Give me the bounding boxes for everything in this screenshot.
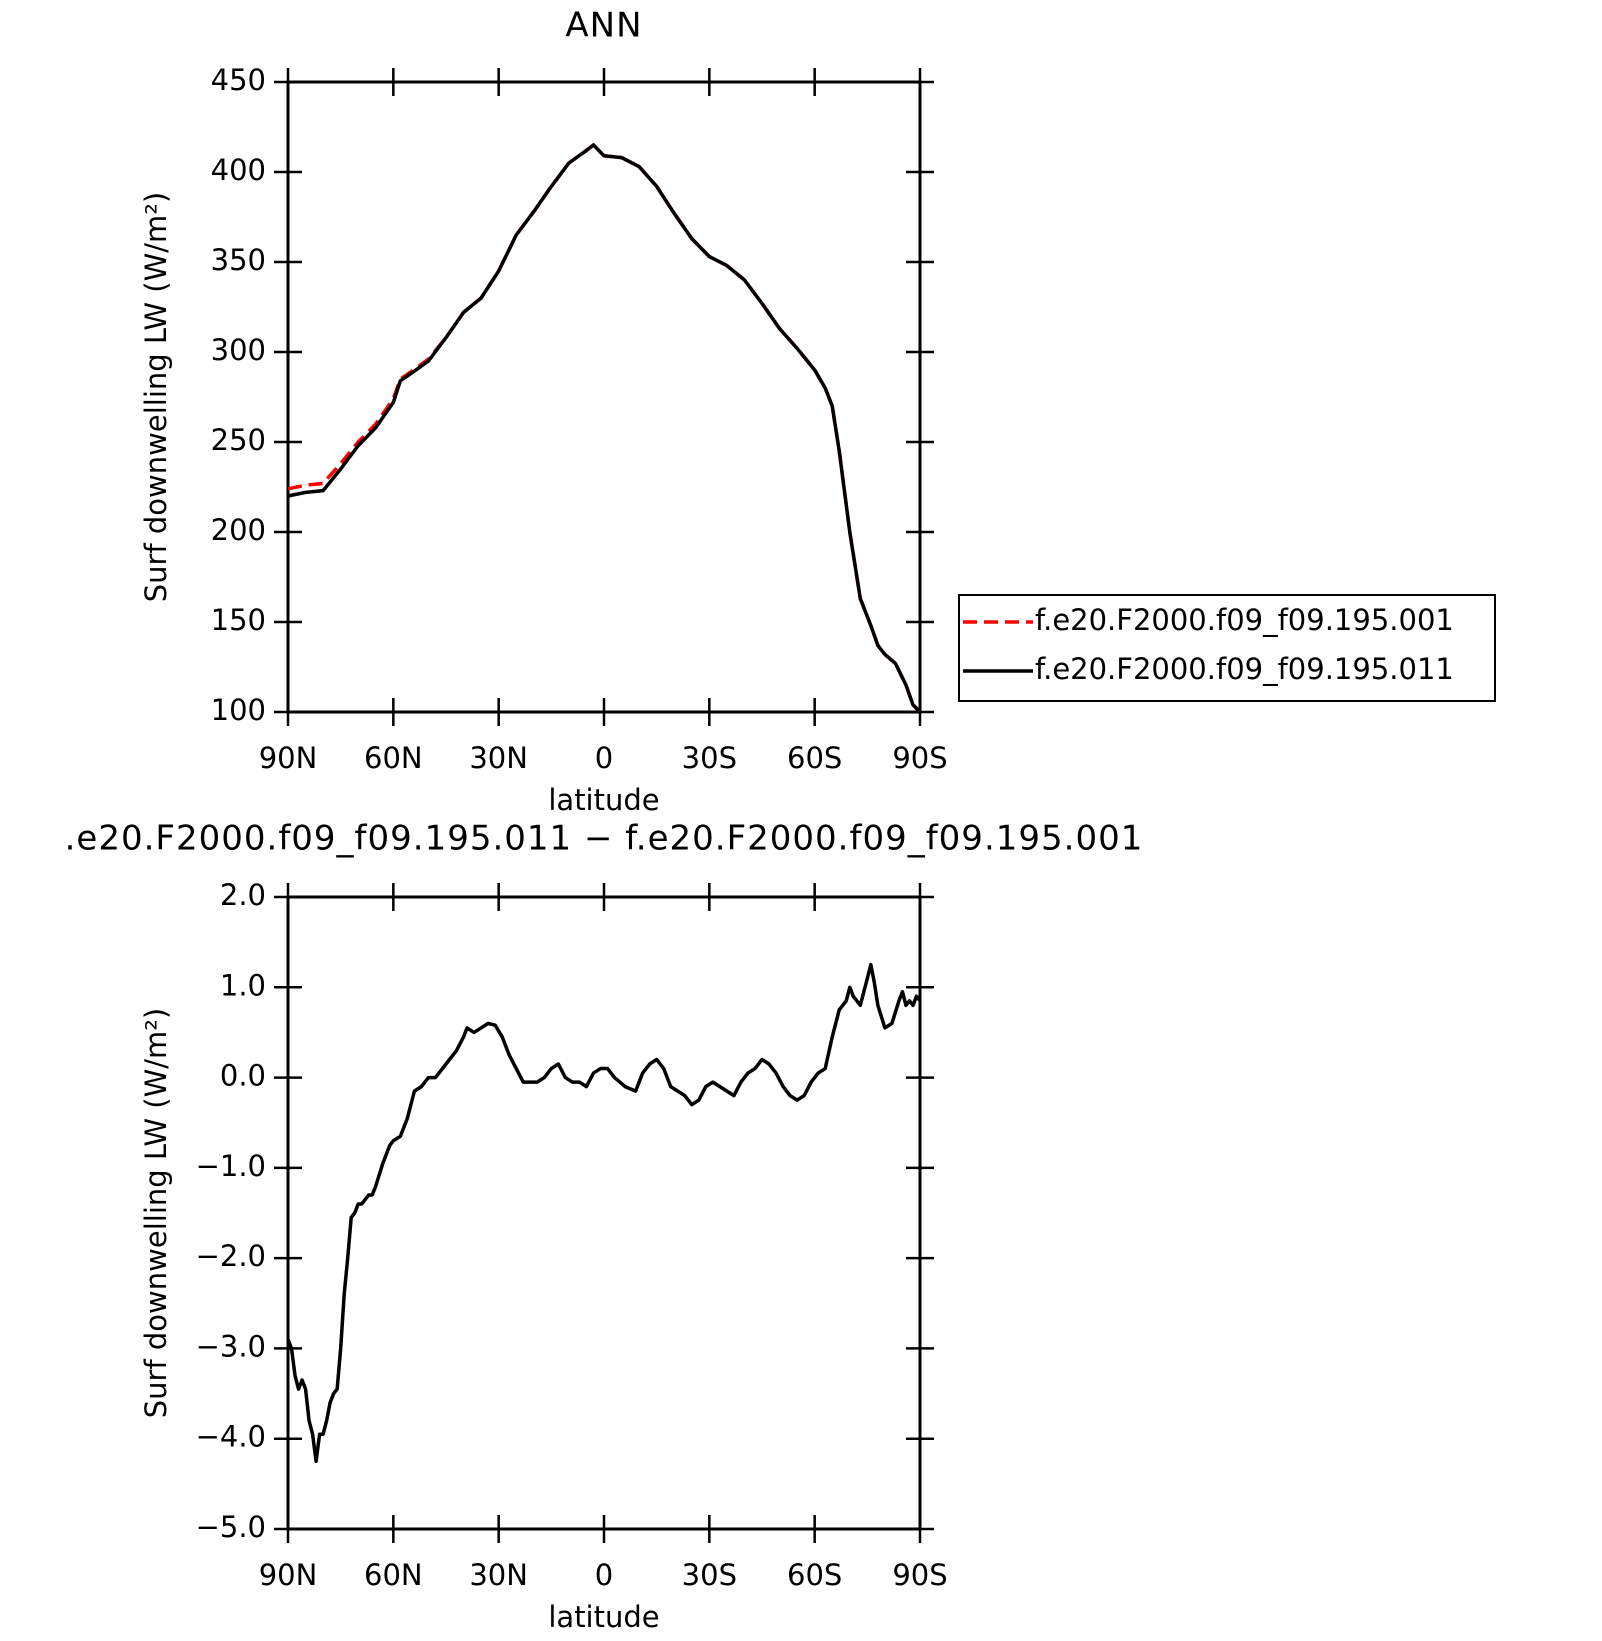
- y-tick-label: −2.0: [196, 1239, 266, 1273]
- series-line: [286, 962, 922, 1464]
- series-line: [287, 143, 922, 714]
- x-tick-label: 60S: [787, 741, 842, 775]
- y-tick-label: −4.0: [196, 1420, 266, 1454]
- x-tick-label: 60S: [787, 1558, 842, 1592]
- y-tick-label: 2.0: [220, 878, 266, 912]
- y-tick-label: 0.0: [220, 1059, 266, 1093]
- y-tick-label: −3.0: [196, 1329, 266, 1363]
- y-tick-label: 350: [211, 243, 266, 277]
- x-tick-label: 60N: [364, 741, 423, 775]
- x-axis-label: latitude: [548, 1600, 659, 1634]
- legend-label: f.e20.F2000.f09_f09.195.001: [1035, 603, 1454, 637]
- x-tick-label: 30S: [682, 1558, 737, 1592]
- x-tick-label: 30S: [682, 741, 737, 775]
- x-tick-label: 30N: [469, 741, 528, 775]
- y-tick-label: −1.0: [196, 1149, 266, 1183]
- y-tick-label: 400: [211, 153, 266, 187]
- y-tick-label: 150: [211, 603, 266, 637]
- chart-title: .e20.F2000.f09_f09.195.011 − f.e20.F2000…: [65, 819, 1144, 859]
- legend-box: [958, 594, 1496, 702]
- x-tick-label: 0: [595, 1558, 613, 1592]
- y-tick-label: 100: [211, 693, 266, 727]
- y-tick-label: 300: [211, 333, 266, 367]
- x-tick-label: 60N: [364, 1558, 423, 1592]
- x-tick-label: 90S: [892, 741, 947, 775]
- x-tick-label: 90S: [892, 1558, 947, 1592]
- y-axis-label: Surf downwelling LW (W/m²): [139, 192, 173, 602]
- legend-label: f.e20.F2000.f09_f09.195.011: [1035, 652, 1454, 686]
- y-tick-label: 200: [211, 513, 266, 547]
- x-tick-label: 90N: [259, 1558, 318, 1592]
- chart-title: ANN: [565, 6, 642, 46]
- x-tick-label: 90N: [259, 741, 318, 775]
- x-tick-label: 0: [595, 741, 613, 775]
- y-tick-label: 250: [211, 423, 266, 457]
- y-tick-label: 450: [211, 63, 266, 97]
- x-axis-label: latitude: [548, 783, 659, 817]
- x-tick-label: 30N: [469, 1558, 528, 1592]
- y-axis-label: Surf downwelling LW (W/m²): [139, 1008, 173, 1418]
- series-line: [287, 143, 922, 714]
- y-tick-label: 1.0: [220, 968, 266, 1002]
- plot-frame: [286, 80, 922, 714]
- y-tick-label: −5.0: [196, 1510, 266, 1544]
- plot-frame: [286, 895, 922, 1531]
